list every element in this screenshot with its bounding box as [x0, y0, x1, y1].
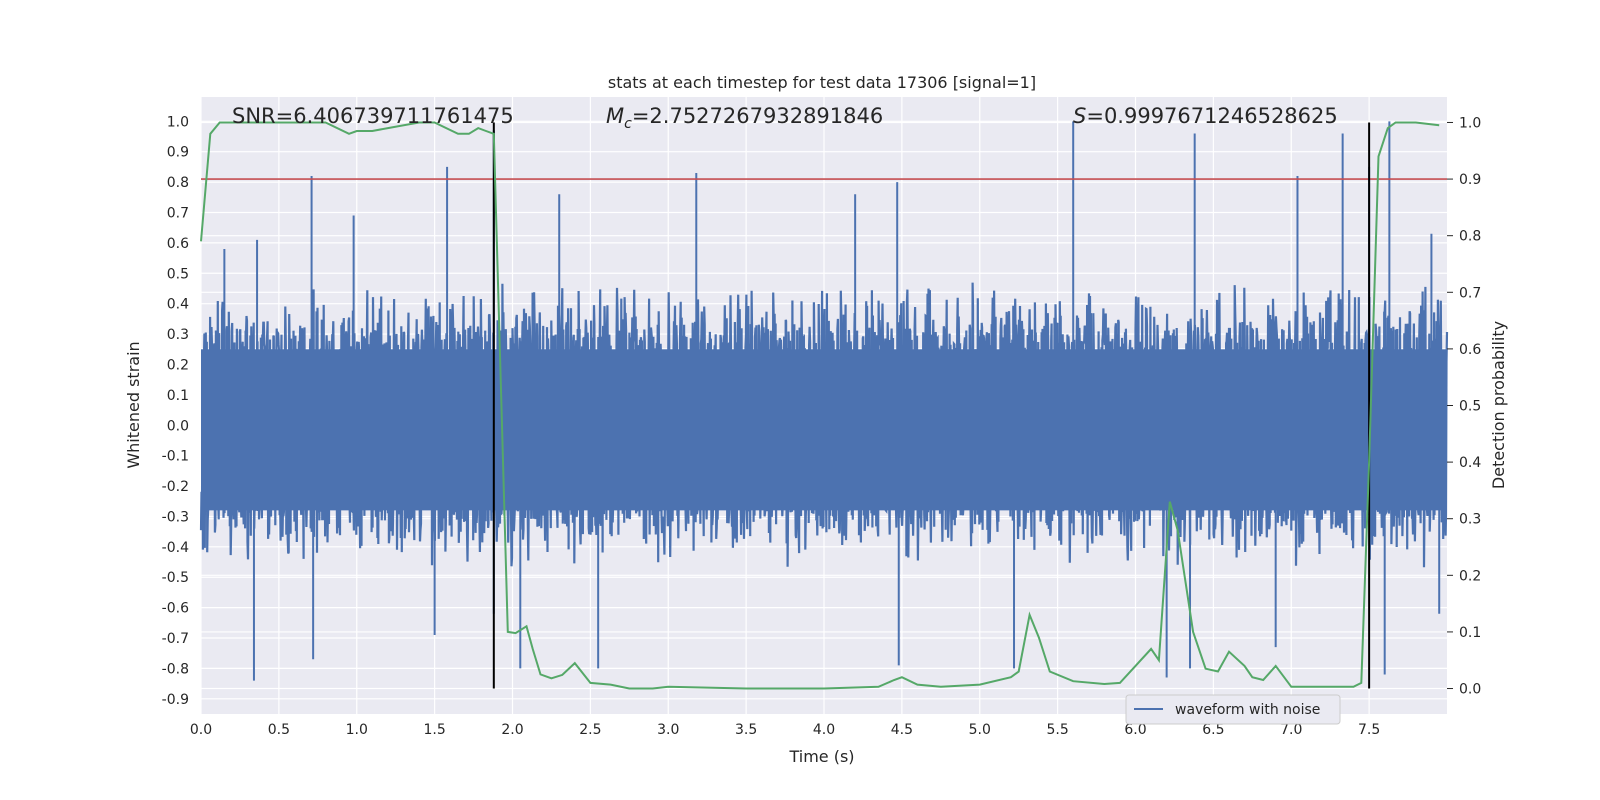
y-tick-label: -0.2 [162, 479, 189, 495]
y-tick-label: -0.8 [162, 661, 189, 677]
detection-probability-series [200, 121, 1440, 690]
x-tick-label: 2.5 [579, 722, 601, 738]
y2-tick-label: 1.0 [1459, 115, 1481, 131]
x-tick-label: 5.5 [1046, 722, 1068, 738]
snr-annotation: SNR=6.406739711761475 [232, 104, 514, 128]
x-tick-label: 2.0 [501, 722, 523, 738]
y-tick-label: 0.7 [167, 205, 189, 221]
y-tick-label: -0.6 [162, 601, 189, 617]
s-value: =0.9997671246528625 [1086, 104, 1337, 128]
x-tick-label: 4.0 [813, 722, 835, 738]
x-tick-label: 6.5 [1202, 722, 1224, 738]
chart-title: stats at each timestep for test data 173… [608, 73, 1036, 92]
y2-tick-label: 0.0 [1459, 682, 1481, 698]
legend-box [1125, 694, 1341, 725]
y-tick-label: 0.8 [167, 175, 189, 191]
y-tick-label: -0.4 [162, 540, 189, 556]
y-tick-label: 0.3 [167, 327, 189, 343]
mc-value: =2.7527267932891846 [632, 104, 883, 128]
x-tick-label: 0.0 [190, 722, 212, 738]
mc-symbol: M [606, 104, 624, 128]
y-tick-label: 1.0 [167, 114, 189, 130]
y-tick-label: -0.1 [162, 449, 189, 465]
probability-line [200, 121, 1440, 690]
y2-tick-label: 0.7 [1459, 285, 1481, 301]
x-tick-label: 5.0 [969, 722, 991, 738]
y-tick-label: 0.6 [167, 236, 189, 252]
x-axis-label: Time (s) [788, 747, 854, 766]
y2-tick-label: 0.3 [1459, 512, 1481, 528]
x-tick-label: 6.0 [1124, 722, 1146, 738]
y-tick-label: 0.5 [167, 266, 189, 282]
x-tick-label: 1.0 [346, 722, 368, 738]
y2-axis-label: Detection probability [1489, 321, 1508, 489]
y-tick-label: 0.4 [167, 297, 189, 313]
x-tick-label: 0.5 [268, 722, 290, 738]
y-tick-label: -0.7 [162, 631, 189, 647]
legend: waveform with noise [1125, 694, 1341, 725]
y-tick-label: 0.0 [167, 418, 189, 434]
y2-tick-label: 0.6 [1459, 342, 1481, 358]
y-tick-label: 0.9 [167, 145, 189, 161]
mc-subscript: c [624, 116, 632, 132]
y2-tick-label: 0.5 [1459, 399, 1481, 415]
score-annotation: S=0.9997671246528625 [1073, 104, 1338, 128]
x-tick-label: 7.0 [1280, 722, 1302, 738]
y2-tick-label: 0.4 [1459, 455, 1481, 471]
s-symbol: S [1073, 104, 1086, 128]
y-tick-label: 0.1 [167, 388, 189, 404]
y2-tick-label: 0.2 [1459, 568, 1481, 584]
y-tick-label: -0.9 [162, 692, 189, 708]
vertical-marker-lines [492, 122, 1371, 689]
y-tick-label: -0.3 [162, 509, 189, 525]
legend-label: waveform with noise [1175, 702, 1320, 718]
x-tick-label: 1.5 [423, 722, 445, 738]
y2-tick-label: 0.9 [1459, 172, 1481, 188]
y2-tick-labels: 1.0 0.9 0.8 0.7 0.6 0.5 0.4 0.3 0.2 0.1 0.0 [1447, 115, 1481, 698]
y2-tick-label: 0.1 [1459, 625, 1481, 641]
x-tick-labels: 0.0 0.5 1.0 1.5 2.0 2.5 3.0 3.5 4.0 4.5 5.0 5.5 6.0 6… [190, 722, 1380, 738]
waveform-core [201, 349, 1447, 511]
x-tick-label: 3.0 [657, 722, 679, 738]
y-tick-label: 0.2 [167, 357, 189, 373]
x-tick-label: 4.5 [891, 722, 913, 738]
x-tick-label: 7.5 [1358, 722, 1380, 738]
y-axis-label: Whitened strain [124, 341, 143, 468]
x-tick-label: 3.5 [735, 722, 757, 738]
y2-tick-label: 0.8 [1459, 229, 1481, 245]
chirp-mass-annotation: Mc=2.7527267932891846 [606, 104, 883, 132]
y-tick-label: -0.5 [162, 570, 189, 586]
y-tick-labels: 1.0 0.9 0.8 0.7 0.6 0.5 0.4 0.3 0.2 0.1 0.0 -0.1 -0.… [162, 114, 189, 707]
